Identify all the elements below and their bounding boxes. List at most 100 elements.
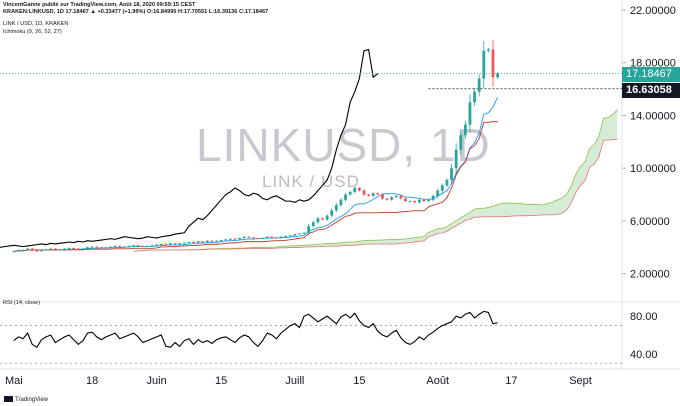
pair-watermark: LINK / USD	[262, 172, 360, 191]
candle-body	[302, 232, 306, 234]
time-tick-label: 15	[215, 375, 227, 387]
candle-body	[353, 187, 357, 192]
candle-body	[399, 195, 403, 199]
time-tick-label: Juin	[147, 375, 167, 387]
candle-body	[371, 193, 375, 196]
candle-body	[182, 242, 186, 244]
candle-body	[63, 248, 66, 250]
rsi-label[interactable]: RSI (14, close)	[3, 300, 40, 306]
candle-body	[215, 240, 218, 242]
candle-body	[228, 238, 232, 240]
candle-body	[385, 198, 389, 200]
time-tick-label: Mai	[5, 375, 23, 387]
candle-body	[293, 234, 297, 236]
candle-body	[261, 238, 265, 240]
candle-body	[279, 236, 283, 239]
tenkan-line	[13, 97, 499, 252]
candle-body	[436, 190, 440, 196]
candle-body	[334, 205, 338, 211]
candle-body	[127, 245, 131, 247]
candle-body	[132, 245, 135, 247]
candle-body	[468, 102, 472, 125]
price-tick-label: 10.00000	[630, 163, 676, 175]
grid	[0, 0, 680, 370]
candle-body	[219, 240, 223, 242]
senkou-span-a	[133, 109, 618, 252]
price-tick-label: 14.00000	[630, 110, 676, 122]
candle-body	[252, 237, 255, 239]
candle-body	[178, 243, 182, 245]
candle-body	[159, 243, 163, 245]
series-line[interactable]: LINK / USD, 1D, KRAKEN	[3, 21, 69, 27]
candle-body	[408, 201, 412, 203]
candle-body	[381, 194, 384, 199]
candle-body	[169, 243, 172, 245]
rsi-line	[13, 310, 498, 349]
time-tick-label: 15	[353, 375, 365, 387]
candle-body	[440, 185, 444, 191]
time-tick-label: Sept	[569, 375, 592, 387]
candle-body	[26, 248, 30, 250]
axes: 2.000006.0000010.0000014.0000018.0000022…	[5, 5, 676, 387]
candle-body	[376, 193, 380, 195]
kijun-price-label: 16.63058	[622, 82, 680, 98]
candle-body	[12, 251, 16, 253]
candle-body	[109, 246, 112, 248]
candle-body	[155, 244, 159, 246]
candle-body	[90, 246, 94, 248]
candle-body	[86, 247, 89, 249]
candle-body	[288, 235, 292, 237]
time-tick-label: 17	[505, 375, 517, 387]
candle-body	[72, 247, 76, 249]
candle-body	[205, 240, 209, 242]
candle-body	[192, 242, 195, 243]
ichimoku-lines	[0, 48, 622, 252]
rsi-tick-label: 40.00	[630, 349, 658, 361]
candle-body	[321, 218, 324, 220]
candle-body	[150, 245, 154, 247]
candle-body	[196, 241, 200, 243]
candle-body	[40, 249, 43, 252]
last-price-label: 17.18467	[622, 66, 680, 82]
candle-body	[123, 246, 126, 248]
candle-body	[450, 168, 453, 181]
candle-body	[463, 124, 467, 136]
candle-body	[118, 245, 122, 248]
tradingview-logo-text: TradingView	[15, 397, 49, 403]
candle-body	[330, 210, 334, 216]
price-tick-label: 22.00000	[630, 5, 676, 17]
candle-body	[17, 249, 20, 252]
candle-body	[49, 248, 53, 250]
candle-body	[459, 135, 463, 150]
ohlc-line: KRAKEN:LINKUSD, 1D 17.18467 ▲ +0.33477 (…	[3, 9, 269, 15]
symbol-watermark: LINKUSD, 1D	[196, 119, 491, 171]
candle-body	[113, 245, 117, 247]
kijun-line	[13, 121, 498, 252]
candle-body	[104, 247, 108, 249]
candle-body	[422, 199, 426, 202]
candle-body	[58, 249, 62, 251]
candle-body	[146, 245, 149, 247]
lagging-span	[0, 48, 379, 248]
candle-body	[454, 149, 458, 169]
indicator-line[interactable]: Ichimoku (9, 26, 52, 27)	[3, 29, 62, 35]
candle-body	[173, 243, 177, 245]
candle-body	[284, 236, 288, 238]
candle-body	[413, 201, 417, 203]
time-tick-label: Juill	[285, 375, 304, 387]
candle-body	[247, 236, 251, 238]
candle-body	[477, 78, 481, 92]
candle-body	[496, 73, 499, 78]
candle-body	[325, 215, 329, 220]
candle-body	[210, 240, 214, 242]
candle-body	[136, 245, 140, 247]
candle-body	[431, 195, 435, 200]
candle-body	[238, 238, 241, 240]
candle-body	[81, 248, 85, 250]
tradingview-logo[interactable]: TradingView	[4, 396, 48, 403]
candle-body	[76, 248, 80, 250]
ichimoku-cloud	[133, 109, 618, 252]
candle-body	[164, 243, 168, 245]
candle-body	[233, 238, 237, 240]
